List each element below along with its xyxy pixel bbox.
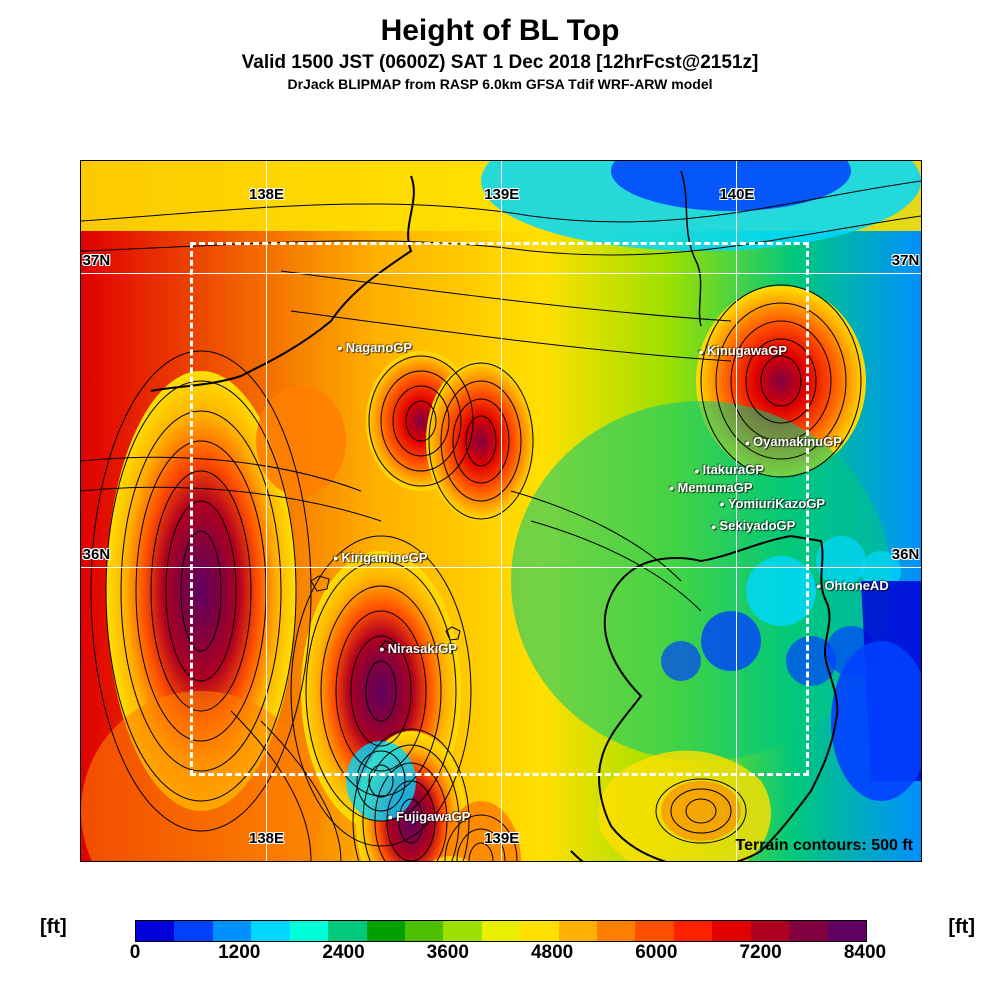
chart-subtitle2: DrJack BLIPMAP from RASP 6.0km GFSA Tdif… bbox=[0, 76, 1000, 92]
station-kirigaminegp[interactable]: KirigamineGP bbox=[333, 550, 427, 565]
station-itakuragp[interactable]: ItakuraGP bbox=[694, 462, 764, 477]
station-yomiurikazogp[interactable]: YomiuriKazoGP bbox=[719, 496, 825, 511]
lon-label-139e: 139E bbox=[484, 186, 519, 203]
lon-label-138e: 138E bbox=[249, 186, 284, 203]
station-sekiyadogp[interactable]: SekiyadoGP bbox=[711, 518, 795, 533]
station-memumagp[interactable]: MemumaGP bbox=[669, 480, 753, 495]
station-naganogp[interactable]: NaganoGP bbox=[337, 340, 412, 355]
station-ohtonead[interactable]: OhtoneAD bbox=[816, 578, 889, 593]
lat-label-36n-right: 36N bbox=[892, 546, 920, 563]
lon-label-140e: 140E bbox=[719, 186, 754, 203]
colorbar-gradient[interactable] bbox=[135, 920, 867, 942]
station-fujigawagp[interactable]: FujigawaGP bbox=[388, 809, 471, 824]
lon-label-138e-bottom: 138E bbox=[249, 830, 284, 847]
colorbar-section: [ft] 0 1200 2400 3600 bbox=[0, 910, 1000, 980]
station-oyamakinugp[interactable]: OyamakinuGP bbox=[745, 434, 842, 449]
chart-subtitle: Valid 1500 JST (0600Z) SAT 1 Dec 2018 [1… bbox=[0, 52, 1000, 74]
terrain-contour-note: Terrain contours: 500 ft bbox=[735, 837, 913, 855]
colorbar-unit-left: [ft] bbox=[40, 916, 67, 939]
lat-label-37n-right: 37N bbox=[892, 252, 920, 269]
contour-map: 138E 139E 140E 37N 37N 36N 36N 138E 139E… bbox=[80, 160, 922, 862]
station-nirasakigp[interactable]: NirasakiGP bbox=[379, 641, 457, 656]
colorbar-unit-right: [ft] bbox=[948, 916, 975, 939]
station-kinugawagp[interactable]: KinugawaGP bbox=[698, 343, 787, 358]
hires-domain-box bbox=[190, 242, 809, 777]
lon-label-139e-bottom: 139E bbox=[484, 830, 519, 847]
lat-label-36n-left: 36N bbox=[83, 546, 111, 563]
colorbar-ticks: 0 1200 2400 3600 4800 6000 7200 8400 bbox=[135, 942, 865, 962]
root-page: Height of BL Top Valid 1500 JST (0600Z) … bbox=[0, 0, 1000, 1000]
lat-label-37n-left: 37N bbox=[83, 252, 111, 269]
chart-title: Height of BL Top bbox=[0, 14, 1000, 48]
